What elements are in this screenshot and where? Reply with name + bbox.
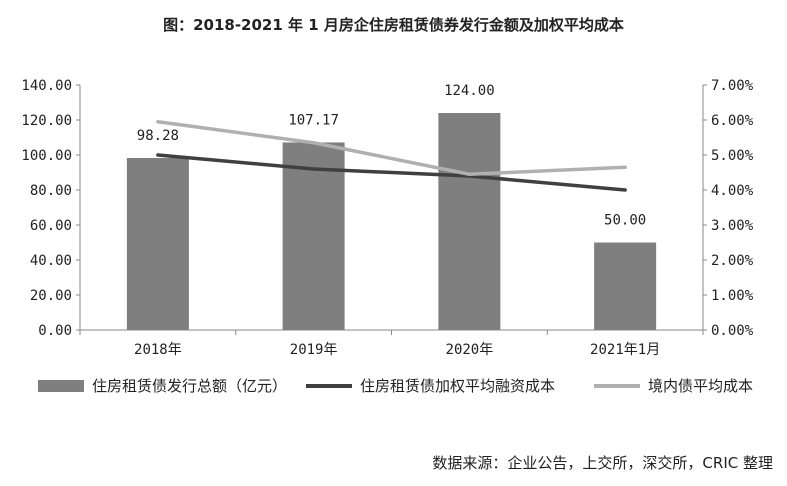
bar [282,142,345,330]
right-axis-tick-label: 6.00% [711,113,754,129]
left-axis-tick-label: 0.00 [38,323,72,339]
x-axis-tick-label: 2020年 [446,342,494,358]
left-axis-tick-label: 120.00 [21,113,72,129]
bar [126,158,189,330]
legend-swatch [306,383,352,388]
x-axis-tick-label: 2019年 [290,342,338,358]
data-source-note: 数据来源：企业公告，上交所，深交所，CRIC 整理 [432,454,773,472]
right-axis-tick-label: 7.00% [711,78,754,94]
chart-legend: 住房租赁债发行总额（亿元） 住房租赁债加权平均融资成本 境内债平均成本 [0,375,787,405]
right-axis-tick-label: 0.00% [711,323,754,339]
series-line [156,153,627,192]
right-axis-tick-label: 3.00% [711,218,754,234]
legend-swatch [594,383,640,388]
bar [438,113,501,330]
left-axis-tick-label: 140.00 [21,78,72,94]
right-axis-tick-label: 4.00% [711,183,754,199]
legend-item: 境内债平均成本 [594,375,753,396]
x-axis-tick-label: 2021年1月 [590,342,660,358]
bar-data-label: 107.17 [288,112,339,128]
left-axis-tick-label: 40.00 [30,253,72,269]
legend-swatch [38,379,84,392]
bar-data-label: 98.28 [137,128,179,144]
legend-item: 住房租赁债加权平均融资成本 [306,375,555,396]
legend-label: 境内债平均成本 [648,377,754,395]
chart-title: 图：2018-2021 年 1 月房企住房租赁债券发行金额及加权平均成本 [163,16,624,34]
right-axis-tick-label: 2.00% [711,253,754,269]
bar [594,242,657,330]
legend-label: 住房租赁债加权平均融资成本 [360,377,556,395]
legend-item: 住房租赁债发行总额（亿元） [38,375,287,396]
right-axis-tick-label: 1.00% [711,288,754,304]
legend-label: 住房租赁债发行总额（亿元） [92,377,288,395]
left-axis-tick-label: 80.00 [30,183,72,199]
left-axis-tick-label: 20.00 [30,288,72,304]
series-line [156,120,627,176]
bar-data-label: 50.00 [604,213,646,229]
x-axis-tick-label: 2018年 [134,342,182,358]
left-axis-tick-label: 60.00 [30,218,72,234]
right-axis-tick-label: 5.00% [711,148,754,164]
bar-data-label: 124.00 [444,83,495,99]
left-axis-tick-label: 100.00 [21,148,72,164]
